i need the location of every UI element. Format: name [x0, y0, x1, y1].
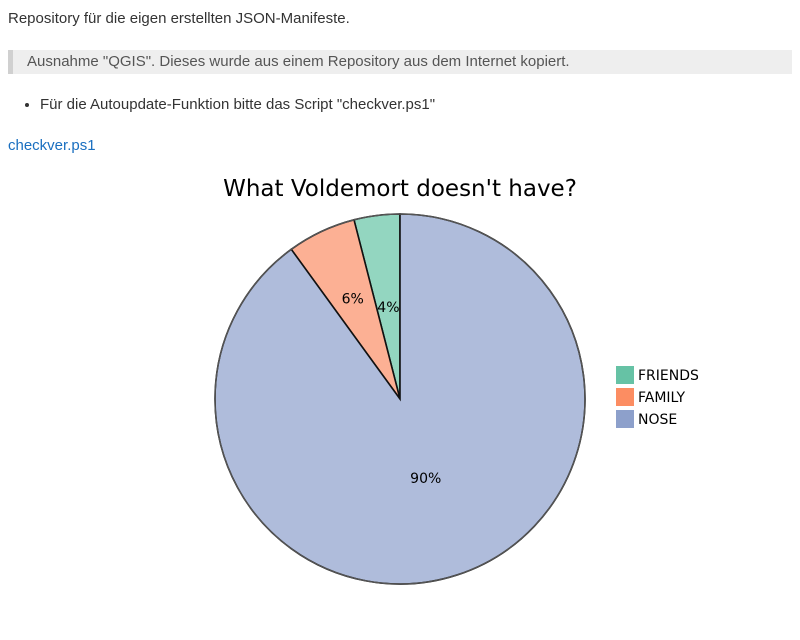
quote-text: Ausnahme "QGIS". Dieses wurde aus einem … [27, 53, 570, 70]
legend-swatch-family [616, 388, 634, 406]
pie-slice-nose [214, 213, 586, 585]
chart-title: What Voldemort doesn't have? [223, 176, 577, 202]
slice-label-family: 6% [342, 292, 364, 308]
legend-label-nose: NOSE [638, 412, 677, 428]
pie-outline [214, 213, 586, 585]
bullet-list: Für die Autoupdate-Funktion bitte das Sc… [8, 95, 435, 115]
blockquote: Ausnahme "QGIS". Dieses wurde aus einem … [8, 50, 792, 74]
legend-swatch-nose [616, 410, 634, 428]
legend-label-friends: FRIENDS [638, 368, 699, 384]
slice-label-nose: 90% [410, 471, 441, 487]
intro-text: Repository für die eigen erstellten JSON… [8, 10, 350, 27]
legend-swatch-friends [616, 366, 634, 384]
slice-label-friends: 4% [377, 300, 399, 316]
legend-label-family: FAMILY [638, 390, 685, 406]
list-item: Für die Autoupdate-Funktion bitte das Sc… [40, 95, 435, 115]
checkver-link[interactable]: checkver.ps1 [8, 137, 96, 154]
